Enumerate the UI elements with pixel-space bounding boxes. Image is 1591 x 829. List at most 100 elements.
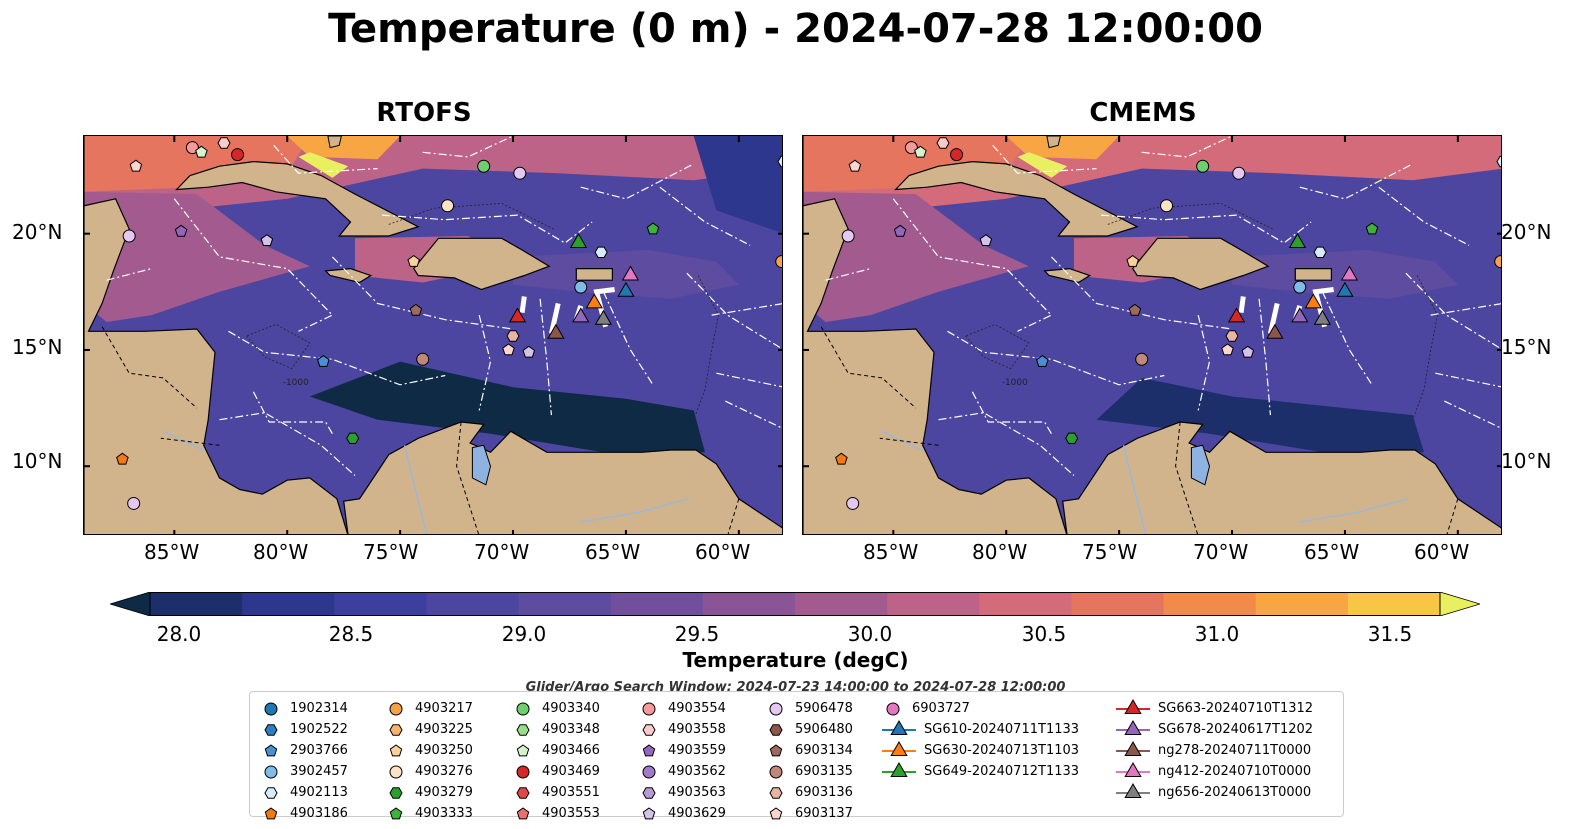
triangle-marker-icon [1116,741,1150,756]
legend-marker [1124,720,1142,735]
legend-entry: 4903333 [385,803,473,824]
map-panel-cmems[interactable]: -1000 [802,135,1502,535]
lon-tick-label: 60°W [1414,540,1470,564]
legend-entry: 4903250 [385,740,473,761]
legend-entry-label: 4903551 [542,785,600,800]
argo-float-marker [195,145,208,158]
legend-marker [769,744,783,757]
hexagon-marker-icon [264,724,278,736]
land-hispaniola [412,237,551,291]
triangle-marker-icon [882,741,916,756]
maritime-boundary [1378,186,1470,246]
maritime-boundary [711,303,782,316]
argo-float-marker [522,345,536,358]
legend-column: 1902314 1902522 2903766 3902457 4902113 49031… [260,698,348,824]
legend-column: 5906478 5906480 6903134 6903135 6903136 69031… [765,698,853,824]
land-south-america [1062,421,1501,534]
legend-entry: 6903136 [765,782,853,803]
circle-marker-icon [642,702,656,716]
land-central-america [803,198,1068,534]
legend-entry: 5906478 [765,698,853,719]
argo-float-marker [513,166,527,180]
land-puerto-rico [575,268,614,281]
glider-track [519,296,527,314]
pentagon-marker-icon [264,807,278,820]
legend-column: SG663-20240710T1312 SG678-20240617T1202 ng… [1116,698,1313,803]
colorbar-bin [242,592,335,616]
hexagon-marker-icon [769,787,783,799]
legend-marker [769,765,783,779]
legend-entry-label: 4903340 [542,701,600,716]
glider-marker [1288,233,1307,248]
bathymetry-contour [1107,202,1273,230]
legend-marker [1124,762,1142,777]
colorbar-bin [518,592,612,616]
legend-entry-label: 4903333 [415,806,473,821]
glider-marker [1304,293,1322,309]
argo-float-marker [1128,303,1142,316]
legend-entry: 4903225 [385,719,473,740]
legend-entry: 6903134 [765,740,853,761]
country-border [101,326,198,409]
lon-tick-label: 65°W [585,540,641,564]
land-hispaniola [1131,237,1270,291]
colorbar-tick-label: 31.0 [1194,622,1240,646]
colorbar-extend-high [1439,591,1482,617]
argo-float-marker [936,137,950,149]
argo-float-marker [260,234,274,246]
circle-marker-icon [264,765,278,779]
lon-tick-label: 80°W [972,540,1028,564]
pentagon-marker-icon [642,807,656,820]
triangle-marker-icon [882,762,916,777]
maritime-boundary [825,268,871,281]
legend-entry-label: 3902457 [290,764,348,779]
circle-marker-icon [886,702,900,716]
legend-entry: 4903466 [512,740,600,761]
maritime-boundary [382,214,593,244]
colorbar-tick-label: 31.5 [1367,622,1413,646]
bathymetry-contour [388,202,554,230]
legend-entry: 1902522 [260,719,348,740]
argo-float-marker [1221,343,1234,356]
river [403,445,428,534]
legend-marker [516,702,530,716]
maritime-boundary [1435,372,1501,388]
argo-float-marker [775,255,782,269]
legend-marker [264,807,278,820]
legend-entry-label: 6903135 [795,764,853,779]
argo-float-marker [841,229,855,243]
legend-column: 4903554 4903558 4903559 4903562 4903563 49036… [638,698,726,824]
legend-marker [264,765,278,779]
legend-marker [642,724,656,736]
legend-entry-label: 4903348 [542,722,600,737]
argo-float-marker [346,432,360,444]
legend-marker [389,702,403,716]
temperature-region-warm-core [1006,136,1120,160]
colorbar-bin [795,592,888,616]
map-panel-rtofs[interactable]: -1000 [83,135,783,535]
legend-entry: 3902457 [260,761,348,782]
legend-entry-label: 2903766 [290,743,348,758]
legend-entry-label: 1902314 [290,701,348,716]
argo-float-marker [1241,345,1255,358]
legend-marker [890,741,908,756]
maritime-boundary [1101,214,1312,244]
argo-float-marker [574,280,588,294]
lon-tick-label: 70°W [474,540,530,564]
circle-marker-icon [642,765,656,779]
river [1299,498,1409,523]
legend: 1902314 1902522 2903766 3902457 4902113 49031… [249,691,1344,821]
legend-marker [769,724,783,736]
argo-float-marker [174,224,188,237]
colorbar-bin [150,592,243,616]
colorbar-bin [1163,592,1257,616]
legend-entry: ng656-20240613T0000 [1116,782,1313,803]
legend-marker [642,787,656,799]
river [162,430,204,451]
legend-column: 4903217 4903225 4903250 4903276 4903279 49033… [385,698,473,824]
land-south-america [343,421,782,534]
circle-marker-icon [769,765,783,779]
land-puerto-rico [1294,268,1333,281]
maritime-boundary [273,144,378,174]
legend-entry: 2903766 [260,740,348,761]
